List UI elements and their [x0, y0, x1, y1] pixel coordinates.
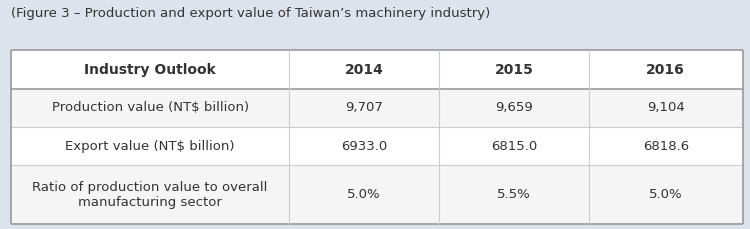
Text: Industry Outlook: Industry Outlook: [84, 63, 216, 76]
Bar: [439, 127, 589, 165]
Bar: [589, 127, 742, 165]
Bar: [11, 50, 289, 89]
Text: Production value (NT$ billion): Production value (NT$ billion): [52, 101, 249, 114]
Bar: [439, 50, 589, 89]
Bar: [289, 50, 439, 89]
Bar: [289, 165, 439, 224]
Text: 5.0%: 5.0%: [649, 188, 682, 201]
Text: 9,659: 9,659: [495, 101, 532, 114]
Text: 2015: 2015: [494, 63, 533, 76]
Text: Ratio of production value to overall
manufacturing sector: Ratio of production value to overall man…: [32, 181, 268, 209]
Bar: [439, 165, 589, 224]
Text: (Figure 3 – Production and export value of Taiwan’s machinery industry): (Figure 3 – Production and export value …: [11, 7, 490, 20]
Bar: [11, 127, 289, 165]
Text: 9,104: 9,104: [646, 101, 685, 114]
Bar: [289, 127, 439, 165]
Text: 6818.6: 6818.6: [643, 140, 688, 153]
Text: 5.5%: 5.5%: [497, 188, 531, 201]
Text: 6815.0: 6815.0: [490, 140, 537, 153]
Text: 6933.0: 6933.0: [341, 140, 387, 153]
Bar: [589, 165, 742, 224]
Text: Export value (NT$ billion): Export value (NT$ billion): [65, 140, 235, 153]
Bar: [589, 89, 742, 127]
Text: 2016: 2016: [646, 63, 685, 76]
Bar: [439, 89, 589, 127]
Text: 9,707: 9,707: [345, 101, 383, 114]
Bar: [289, 89, 439, 127]
Bar: [11, 89, 289, 127]
Bar: [11, 165, 289, 224]
Text: 5.0%: 5.0%: [347, 188, 381, 201]
Text: 2014: 2014: [344, 63, 383, 76]
Bar: [589, 50, 742, 89]
